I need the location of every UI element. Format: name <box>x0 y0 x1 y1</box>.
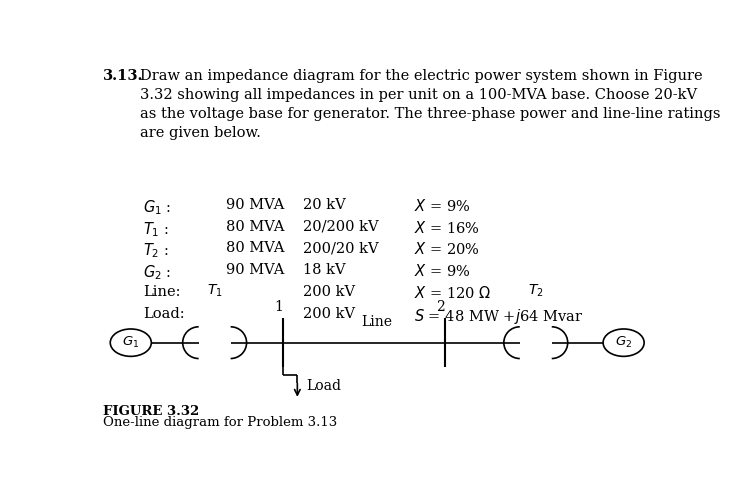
Text: 3.13.: 3.13. <box>103 69 144 83</box>
Text: 2: 2 <box>436 300 445 314</box>
Text: 200/20 kV: 200/20 kV <box>303 242 379 255</box>
Text: 1: 1 <box>274 300 283 314</box>
Text: Line: Line <box>361 315 393 329</box>
Text: $X$ = 120 $\Omega$: $X$ = 120 $\Omega$ <box>414 285 492 301</box>
Text: 20/200 kV: 20/200 kV <box>303 220 379 234</box>
Text: $X$ = 9%: $X$ = 9% <box>414 198 471 214</box>
Text: Load: Load <box>306 379 341 393</box>
Text: $T_1$ :: $T_1$ : <box>144 220 169 239</box>
Text: 80 MVA: 80 MVA <box>226 220 285 234</box>
Text: $X$ = 16%: $X$ = 16% <box>414 220 480 236</box>
Text: 90 MVA: 90 MVA <box>226 263 284 277</box>
Text: 90 MVA: 90 MVA <box>226 198 284 212</box>
Text: $G_2$: $G_2$ <box>615 335 632 350</box>
Text: $G_1$ :: $G_1$ : <box>144 198 171 217</box>
Text: 200 kV: 200 kV <box>303 285 355 299</box>
Text: $T_2$ :: $T_2$ : <box>144 242 169 260</box>
Text: $G_1$: $G_1$ <box>122 335 139 350</box>
Text: Load:: Load: <box>144 306 185 321</box>
Text: $T_2$: $T_2$ <box>528 283 544 299</box>
Text: $X$ = 9%: $X$ = 9% <box>414 263 471 279</box>
Text: 20 kV: 20 kV <box>303 198 346 212</box>
Text: $X$ = 20%: $X$ = 20% <box>414 242 480 257</box>
Text: 18 kV: 18 kV <box>303 263 346 277</box>
Text: 80 MVA: 80 MVA <box>226 242 285 255</box>
Text: FIGURE 3.32: FIGURE 3.32 <box>103 406 199 418</box>
Text: Line:: Line: <box>144 285 181 299</box>
Text: $S$ = 48 MW +$j$64 Mvar: $S$ = 48 MW +$j$64 Mvar <box>414 306 584 326</box>
Text: $T_1$: $T_1$ <box>207 283 222 299</box>
Text: 200 kV: 200 kV <box>303 306 355 321</box>
Text: Draw an impedance diagram for the electric power system shown in Figure
3.32 sho: Draw an impedance diagram for the electr… <box>141 69 721 140</box>
Text: One-line diagram for Problem 3.13: One-line diagram for Problem 3.13 <box>103 415 338 429</box>
Text: $G_2$ :: $G_2$ : <box>144 263 171 282</box>
